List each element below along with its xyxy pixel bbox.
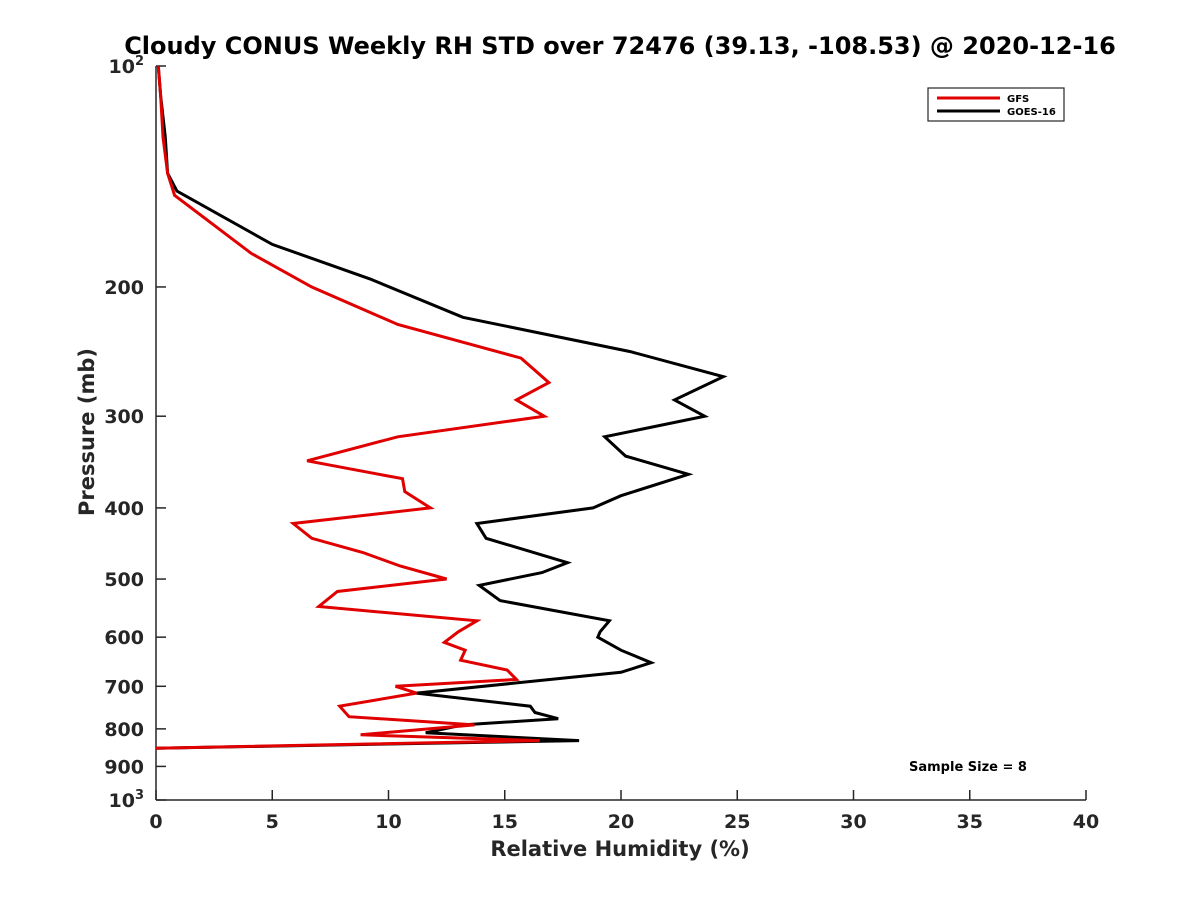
x-tick-label: 40 bbox=[1073, 811, 1099, 833]
y-tick-label: 900 bbox=[104, 756, 144, 778]
series-line-gfs bbox=[155, 65, 552, 750]
x-tick-label: 30 bbox=[840, 811, 866, 833]
legend-box bbox=[927, 87, 1065, 122]
sample-size-annotation: Sample Size = 8 bbox=[909, 760, 1027, 775]
y-tick-label: 800 bbox=[104, 719, 144, 741]
chart-title: Cloudy CONUS Weekly RH STD over 72476 (3… bbox=[124, 32, 1116, 60]
y-tick-label: 200 bbox=[104, 277, 144, 299]
y-tick-base: 10 bbox=[109, 790, 135, 812]
x-axis-ticks: 0 5 10 15 20 25 30 35 40 bbox=[149, 790, 1099, 833]
y-tick-label: 102 bbox=[109, 54, 145, 78]
y-tick-exponent: 2 bbox=[135, 54, 144, 69]
legend-label-gfs: GFS bbox=[1007, 94, 1029, 105]
x-tick-label: 15 bbox=[492, 811, 518, 833]
y-tick-label: 700 bbox=[104, 676, 144, 698]
x-axis-label: Relative Humidity (%) bbox=[490, 837, 749, 861]
y-tick-label: 500 bbox=[104, 569, 144, 591]
x-tick-label: 0 bbox=[149, 811, 162, 833]
y-tick-label: 400 bbox=[104, 498, 144, 520]
y-tick-base: 10 bbox=[109, 56, 135, 78]
y-tick-exponent: 3 bbox=[135, 788, 144, 803]
x-tick-label: 25 bbox=[724, 811, 750, 833]
x-tick-label: 10 bbox=[375, 811, 401, 833]
series-lines bbox=[155, 65, 728, 750]
y-tick-label: 300 bbox=[104, 406, 144, 428]
y-axis-label: Pressure (mb) bbox=[75, 348, 99, 516]
series-line-goes-16 bbox=[155, 65, 728, 750]
legend-label-goes-16: GOES-16 bbox=[1007, 107, 1056, 118]
x-tick-label: 20 bbox=[608, 811, 634, 833]
y-tick-label: 600 bbox=[104, 627, 144, 649]
x-tick-label: 5 bbox=[266, 811, 279, 833]
x-tick-label: 35 bbox=[957, 811, 983, 833]
legend: GFS GOES-16 bbox=[927, 87, 1065, 122]
y-tick-label: 103 bbox=[109, 788, 145, 812]
